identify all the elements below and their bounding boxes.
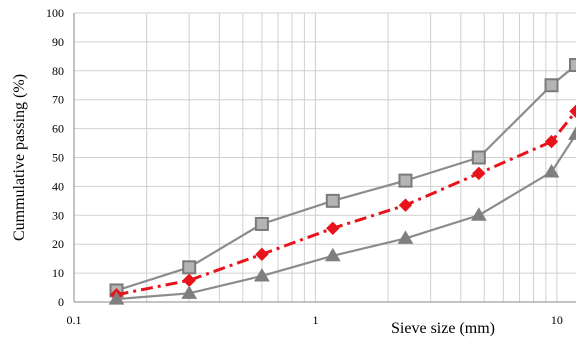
- series-3-line: [116, 133, 576, 301]
- series-2-line: [116, 110, 576, 297]
- y-tick-label: 100: [46, 6, 64, 20]
- series-1-line: [116, 64, 576, 292]
- x-tick-label: 0.1: [67, 313, 82, 327]
- y-tick-label: 40: [52, 179, 64, 193]
- square-point: [569, 58, 576, 73]
- series-3: [108, 126, 576, 305]
- triangle-point: [470, 207, 487, 221]
- square-point: [325, 193, 340, 208]
- series-2: [109, 104, 576, 302]
- diamond-point: [544, 134, 559, 149]
- y-tick-label: 20: [52, 237, 64, 251]
- y-tick-label: 0: [58, 295, 64, 309]
- square-point: [398, 173, 413, 188]
- triangle-point: [254, 267, 270, 282]
- x-tick-label: 10: [551, 313, 563, 327]
- series-1: [109, 58, 576, 298]
- y-tick-label: 50: [52, 151, 64, 165]
- triangle-point: [397, 230, 414, 244]
- chart-series: [108, 58, 576, 305]
- square-point: [471, 150, 486, 165]
- diamond-point: [182, 273, 196, 288]
- triangle-point: [324, 247, 341, 262]
- diamond-point: [472, 166, 486, 181]
- triangle-point: [181, 285, 198, 299]
- y-tick-label: 60: [52, 122, 64, 136]
- y-tick-label: 90: [52, 35, 64, 49]
- diamond-point: [569, 104, 576, 118]
- y-tick-label: 10: [52, 266, 64, 280]
- square-point: [544, 78, 559, 93]
- triangle-point: [568, 126, 576, 140]
- x-axis-title: Sieve size (mm): [391, 320, 495, 337]
- square-point: [254, 216, 269, 231]
- triangle-point: [108, 291, 125, 305]
- diamond-point: [398, 198, 413, 212]
- triangle-point: [543, 163, 560, 178]
- x-tick-label: 1: [312, 313, 318, 327]
- chart-axes: [73, 13, 576, 303]
- diamond-point: [326, 221, 340, 236]
- y-tick-label: 30: [52, 208, 64, 222]
- y-axis-title: Cummulative passing (%): [11, 74, 28, 241]
- y-tick-label: 80: [52, 64, 64, 78]
- y-tick-label: 70: [52, 93, 64, 107]
- square-point: [182, 260, 197, 275]
- chart-labels: 0 10 20 30 40 50 60 70 80 90 100 0.1 1 10 Sieve size (…: [11, 6, 563, 337]
- diamond-point: [255, 247, 269, 262]
